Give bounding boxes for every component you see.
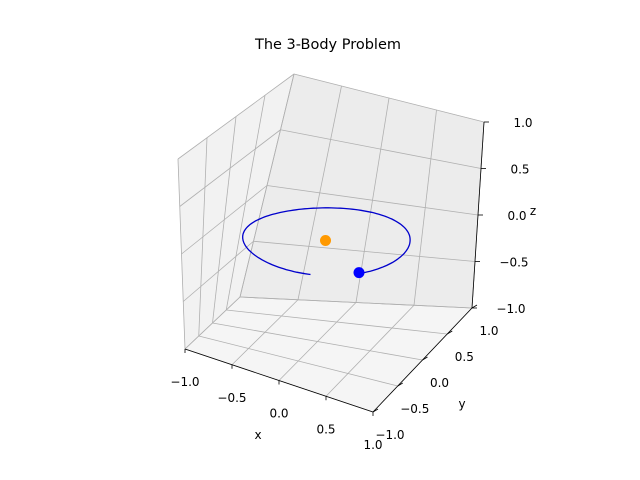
y-tick-label: 0.0 [430, 376, 449, 390]
plot-area [242, 207, 411, 279]
y-tick [471, 304, 478, 309]
z-tick-label: −1.0 [496, 302, 525, 316]
grid-left-z [177, 73, 295, 160]
grid-left-y [225, 95, 266, 311]
axis-panes [177, 73, 485, 413]
grid-floor-y [212, 322, 423, 361]
central-body-point [320, 235, 331, 246]
y-axis-label: y [458, 397, 465, 411]
x-tick-label: −0.5 [217, 391, 246, 405]
grid-back-x [413, 109, 437, 306]
y-tick-label: 1.0 [479, 324, 498, 338]
grid-floor-y [226, 309, 448, 335]
z-axis-label: z [530, 204, 536, 218]
moving-body-point [353, 267, 365, 279]
tick-labels: −1.0−1.0−1.0−0.5−0.5−0.50.00.00.00.50.50… [170, 116, 532, 452]
x-axis-label: x [254, 428, 261, 442]
chart-title: The 3-Body Problem [254, 37, 401, 53]
z-tick-label: −0.5 [499, 256, 528, 270]
y-tick-label: 0.5 [455, 350, 474, 364]
x-tick-label: 0.0 [269, 407, 288, 421]
x-tick-label: −1.0 [170, 375, 199, 389]
orbit-line [242, 207, 411, 276]
y-tick-label: −0.5 [400, 402, 429, 416]
y-tick [397, 382, 403, 387]
grid-left-y [239, 73, 295, 298]
grid-back-z [293, 73, 485, 123]
grid-back-z [266, 185, 479, 216]
grid-floor-y [239, 296, 473, 309]
y-tick [447, 330, 453, 335]
x-tick-label: 1.0 [363, 438, 382, 452]
tick-marks [184, 121, 489, 416]
x-tick-label: 0.5 [316, 422, 335, 436]
z-tick-label: 0.5 [510, 163, 529, 177]
z-tick-label: 1.0 [513, 116, 532, 130]
grid-floor-x [325, 304, 415, 397]
grid-left-z [181, 185, 268, 255]
y-tick-label: −1.0 [375, 428, 404, 442]
grid-left-z [179, 129, 281, 207]
grid-back-z [280, 129, 482, 169]
y-tick [422, 356, 428, 361]
y-tick [372, 408, 379, 413]
z-tick-label: 0.0 [507, 209, 526, 223]
